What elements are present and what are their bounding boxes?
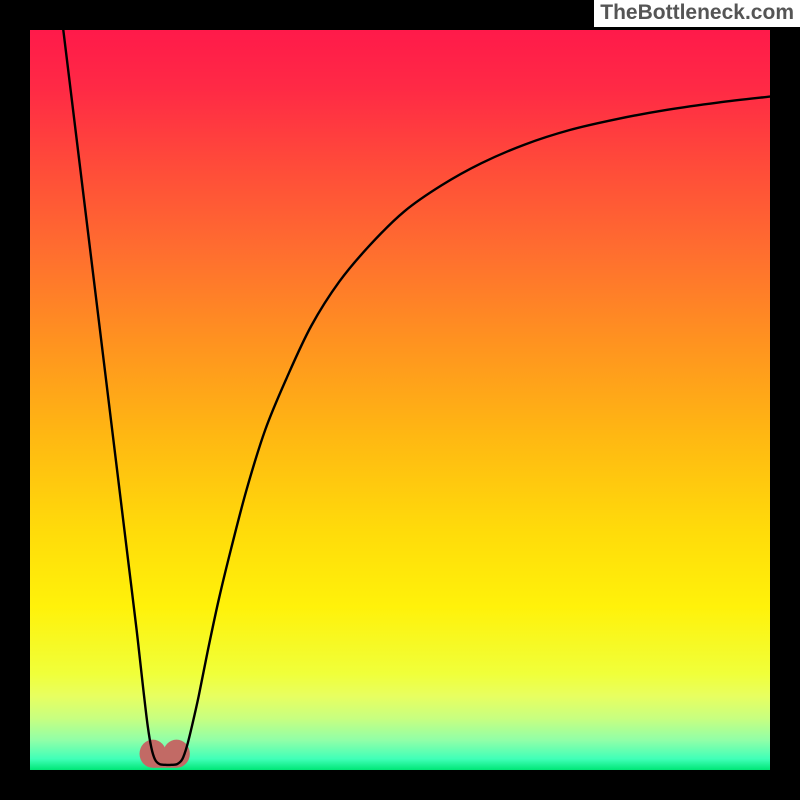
bottleneck-chart bbox=[0, 0, 800, 800]
chart-container: { "attribution": { "text": "TheBottlenec… bbox=[0, 0, 800, 800]
attribution-label: TheBottleneck.com bbox=[594, 0, 800, 27]
